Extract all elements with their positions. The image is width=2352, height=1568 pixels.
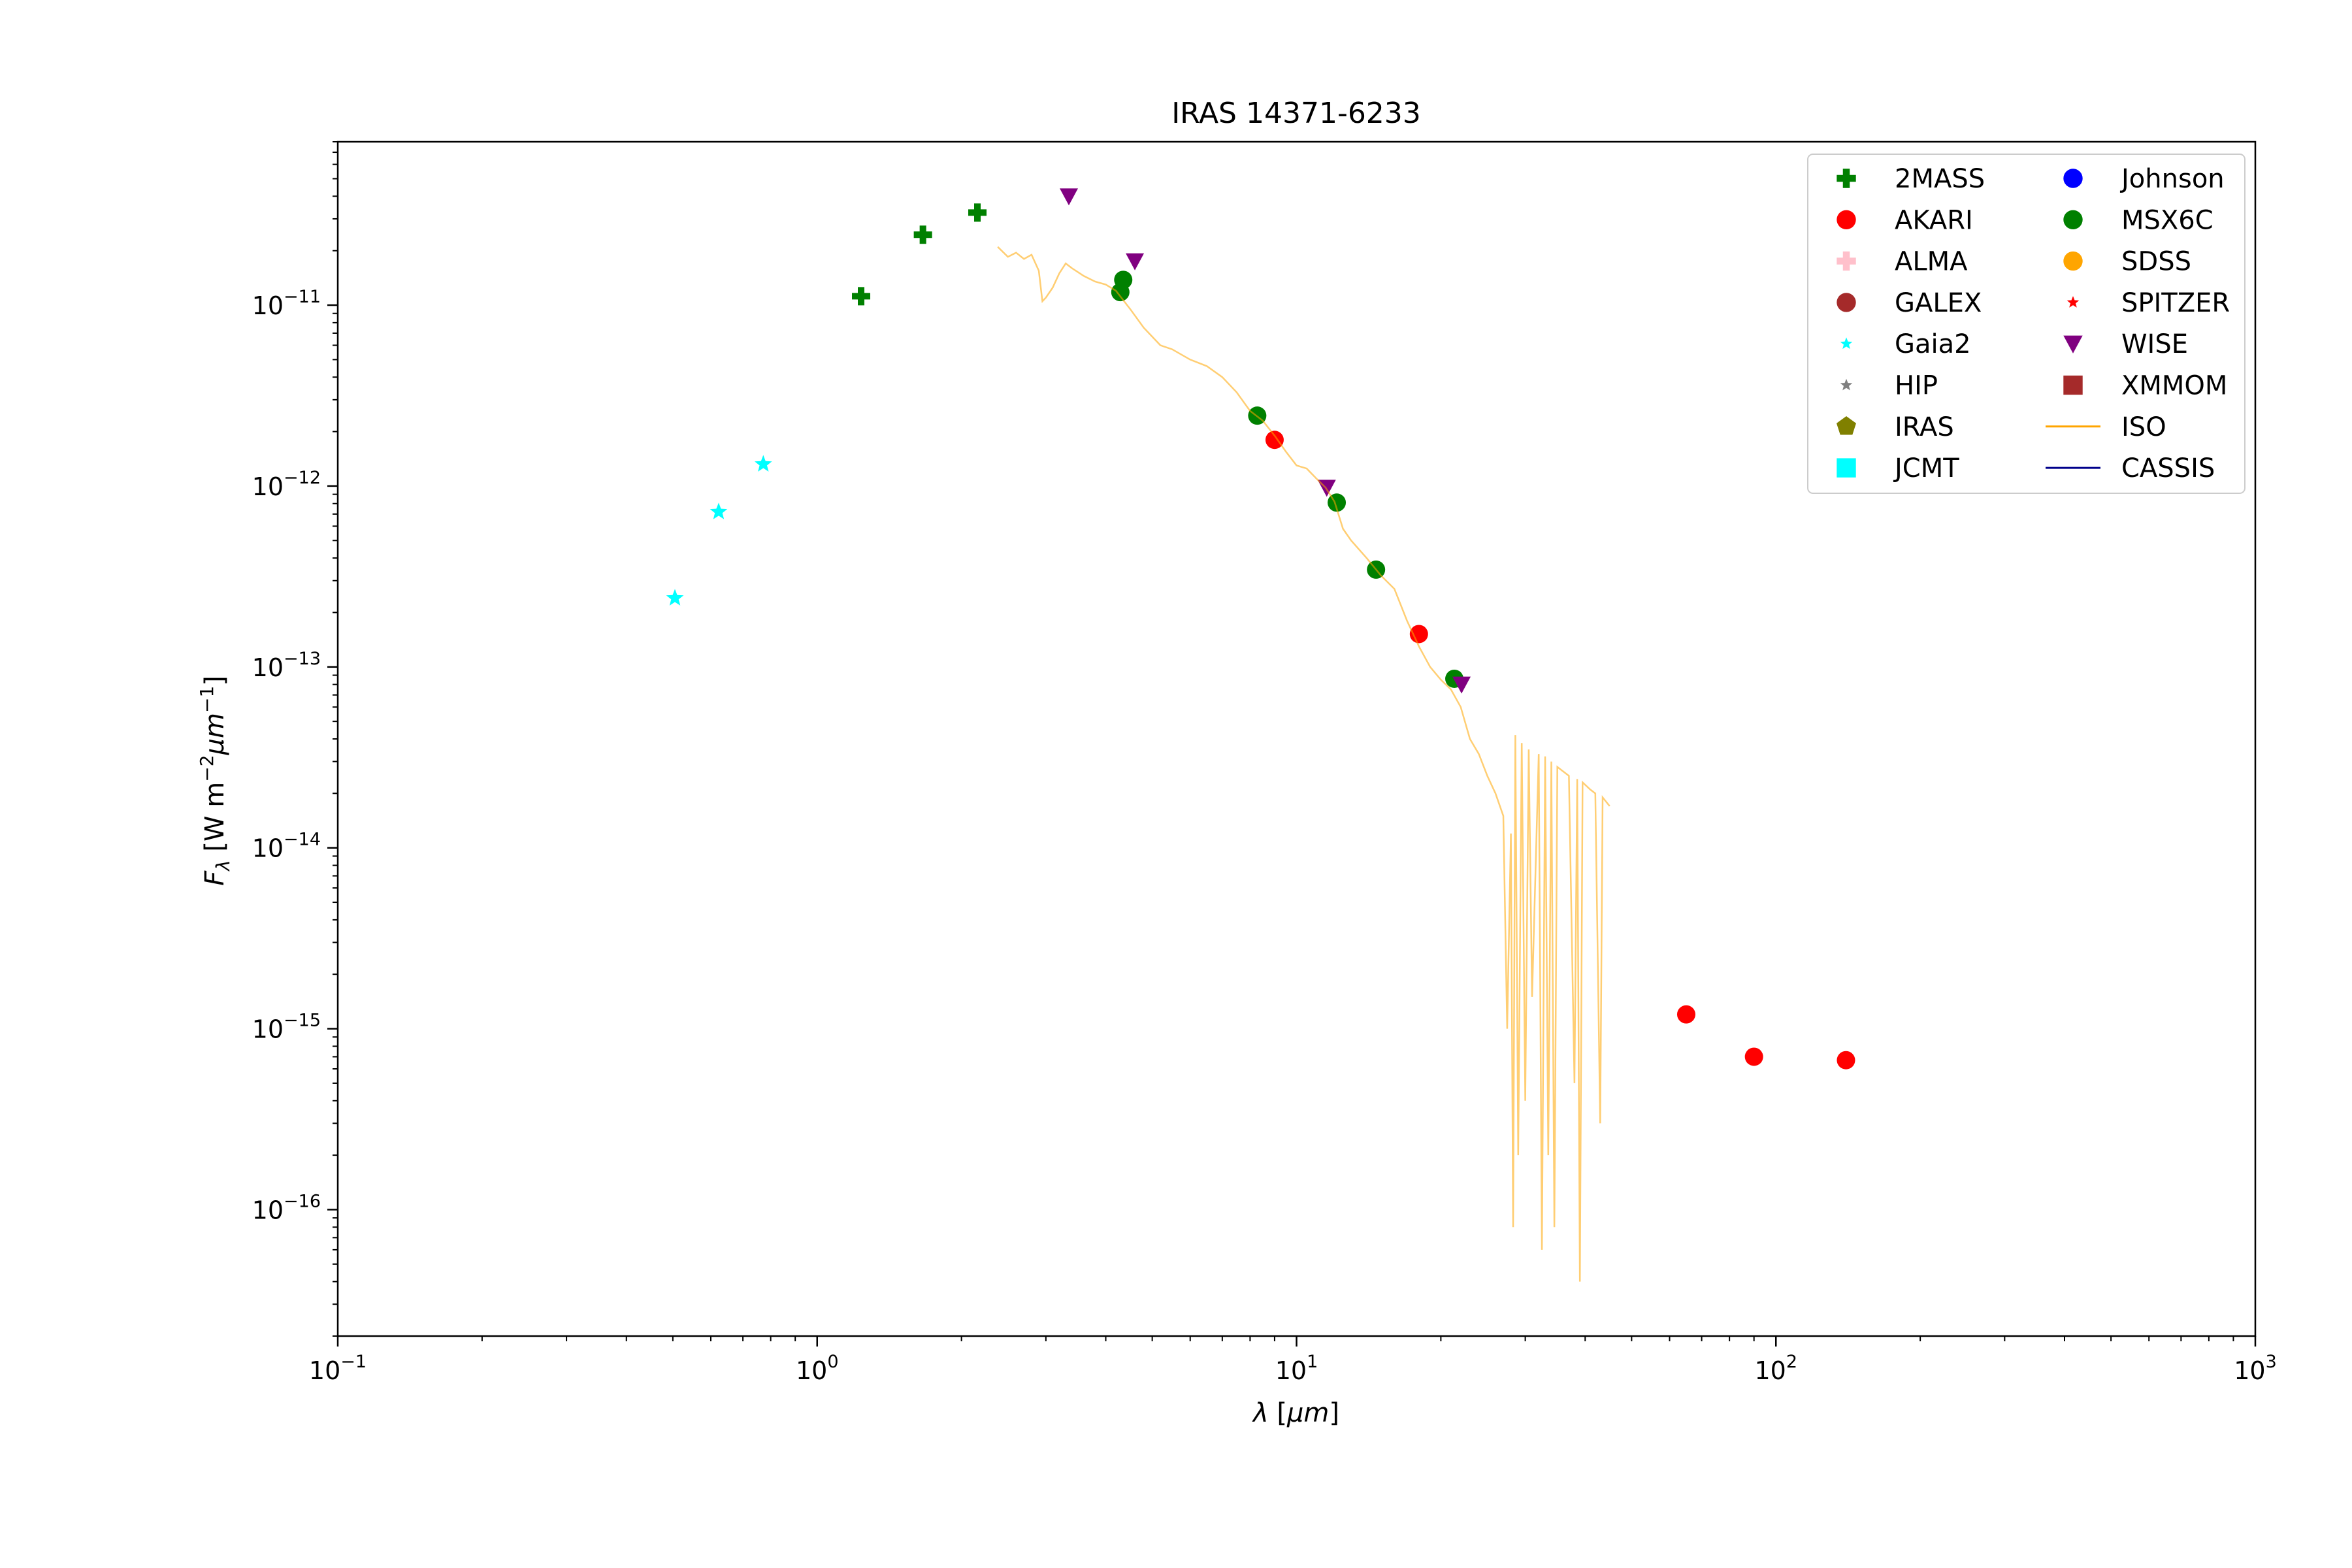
- legend-galex-label: GALEX: [1895, 288, 1982, 318]
- legend-alma-label: ALMA: [1895, 247, 1968, 277]
- legend-galex-marker: [1837, 293, 1856, 312]
- y-tick-label: 10−13: [252, 649, 321, 682]
- iso-spectrum-line: [997, 246, 1610, 1282]
- x-axis-label: λ [μm]: [1252, 1398, 1339, 1428]
- legend-2mass-label: 2MASS: [1895, 164, 1985, 194]
- legend-sdss-marker: [2063, 251, 2083, 271]
- legend-wise-marker: [2063, 335, 2083, 353]
- akari-point: [1409, 625, 1428, 644]
- akari-point: [1676, 1005, 1695, 1024]
- legend-jcmt-label: JCMT: [1893, 453, 1959, 483]
- legend-xmmom-marker: [2063, 375, 2083, 395]
- akari-point: [1265, 431, 1284, 449]
- legend-msx6c-marker: [2063, 210, 2083, 229]
- legend-box: [1807, 154, 2246, 494]
- legend-sdss-label: SDSS: [2121, 247, 2191, 277]
- x-tick-label: 10−1: [309, 1352, 367, 1385]
- y-tick-label: 10−16: [252, 1191, 321, 1224]
- legend-jcmt-marker: [1837, 458, 1856, 478]
- legend-akari-marker: [1837, 210, 1856, 229]
- legend-gaia2-marker: [1840, 337, 1853, 350]
- x-axis: 10−1 100 101 102 103: [309, 1336, 2277, 1385]
- legend-johnson-marker: [2063, 169, 2083, 188]
- akari-point: [1837, 1051, 1855, 1070]
- y-tick-label: 10−15: [252, 1011, 321, 1044]
- legend-gaia2-label: Gaia2: [1895, 329, 1971, 359]
- wise-point: [1452, 676, 1471, 694]
- legend-spitzer-label: SPITZER: [2121, 288, 2230, 318]
- legend-cassis-label: CASSIS: [2121, 453, 2215, 483]
- wise-point: [1060, 188, 1079, 206]
- legend-akari-label: AKARI: [1895, 205, 1973, 235]
- legend-wise-label: WISE: [2121, 329, 2188, 359]
- legend-xmmom-label: XMMOM: [2121, 371, 2227, 401]
- chart-title: IRAS 14371-6233: [1171, 97, 1421, 130]
- gaia2-point: [755, 455, 772, 472]
- y-axis-label: Fλ [W m−2μm−1]: [196, 676, 234, 886]
- legend-hip-marker: [1840, 378, 1853, 391]
- y-axis: 10−16 10−15 10−14 10−13 10−12 10−11: [252, 141, 338, 1337]
- legend-iras-label: IRAS: [1895, 412, 1954, 442]
- legend-msx6c-label: MSX6C: [2121, 205, 2213, 235]
- legend-johnson-label: Johnson: [2119, 164, 2225, 194]
- legend-hip-label: HIP: [1895, 371, 1938, 401]
- legend-iso-label: ISO: [2121, 412, 2166, 442]
- x-tick-label: 103: [2234, 1352, 2277, 1385]
- legend-2mass-marker: [1837, 169, 1856, 188]
- wise-point: [1126, 253, 1145, 270]
- legend: 2MASS AKARI ALMA GALEX Gaia2 HIP IRAS JCMT Johns…: [1807, 154, 2246, 494]
- gaia2-point: [666, 589, 684, 606]
- 2mass-point: [913, 225, 932, 244]
- y-tick-label: 10−11: [252, 287, 321, 320]
- legend-alma-marker: [1837, 251, 1856, 271]
- y-tick-label: 10−12: [252, 468, 321, 501]
- msx6c-point: [1114, 270, 1133, 289]
- y-tick-label: 10−14: [252, 830, 321, 863]
- legend-iras-marker: [1837, 416, 1856, 435]
- 2mass-point: [968, 203, 987, 222]
- x-tick-label: 101: [1275, 1352, 1318, 1385]
- legend-spitzer-marker: [2066, 296, 2080, 308]
- akari-point: [1744, 1047, 1763, 1066]
- x-tick-label: 102: [1754, 1352, 1797, 1385]
- gaia2-point: [710, 502, 728, 519]
- x-tick-label: 100: [796, 1352, 839, 1385]
- 2mass-point: [852, 287, 871, 306]
